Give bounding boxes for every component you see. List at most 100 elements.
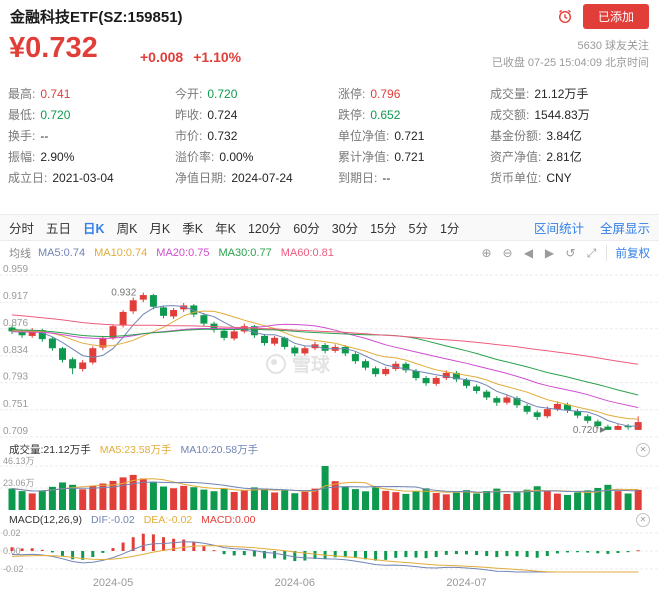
adjust-mode-link[interactable]: 前复权 — [605, 245, 650, 261]
stat-item: 涨停: 0.796 — [338, 84, 490, 105]
stat-item: 振幅: 2.90% — [8, 147, 175, 168]
macd-chart[interactable]: 0.020.00-0.02 — [0, 527, 659, 575]
volume-ma10-label: MA10:20.58万手 — [180, 444, 259, 456]
alarm-icon[interactable] — [557, 8, 573, 24]
stat-value: 0.741 — [40, 87, 71, 101]
pan-left-icon[interactable]: ◀ — [523, 245, 534, 260]
close-volume-pane-icon[interactable]: ✕ — [636, 442, 650, 457]
stat-item: 换手: -- — [8, 126, 175, 147]
stat-item: 单位净值: 0.721 — [338, 126, 490, 147]
ma60-legend: MA60:0.81 — [280, 247, 334, 259]
tab-15min[interactable]: 15分 — [370, 222, 397, 236]
stat-label: 最低: — [8, 108, 36, 122]
tab-realtime[interactable]: 分时 — [9, 222, 35, 236]
stat-item: 市价: 0.732 — [175, 126, 338, 147]
svg-text:0.02: 0.02 — [3, 528, 21, 538]
stat-item: 昨收: 0.724 — [175, 105, 338, 126]
stat-value: 0.721 — [394, 150, 425, 164]
stat-value: 0.732 — [207, 129, 238, 143]
volume-ma5-label: MA5:23.58万手 — [99, 444, 172, 456]
watermark-text: 雪球 — [292, 355, 331, 376]
market-status: 已收盘 07-25 15:04:09 北京时间 — [491, 57, 649, 69]
tab-monthly-k[interactable]: 月K — [149, 222, 171, 236]
stat-item: 最高: 0.741 — [8, 84, 175, 105]
stat-label: 振幅: — [8, 150, 36, 164]
stats-grid: 最高: 0.741 最低: 0.720 换手: -- 振幅: 2.90% 成立日: 2021-03… — [8, 84, 655, 189]
stat-value: 2.90% — [40, 150, 75, 164]
stat-item: 货币单位: CNY — [490, 168, 655, 189]
tab-weekly-k[interactable]: 周K — [116, 222, 138, 236]
zoom-in-icon[interactable]: ⊕ — [481, 245, 492, 260]
stat-item: 成立日: 2021-03-04 — [8, 168, 175, 189]
pan-right-icon[interactable]: ▶ — [544, 245, 555, 260]
stat-label: 单位净值: — [338, 129, 390, 143]
zoom-out-icon[interactable]: ⊖ — [502, 245, 513, 260]
tab-120min[interactable]: 120分 — [247, 222, 282, 236]
stat-label: 货币单位: — [490, 171, 542, 185]
tab-quarterly-k[interactable]: 季K — [182, 222, 204, 236]
stats-column: 今开: 0.720 昨收: 0.724 市价: 0.732 溢价率: 0.00% 净值日期: 20… — [175, 84, 338, 189]
dif-value-label: DIF:-0.02 — [90, 513, 135, 526]
stat-value: 0.652 — [370, 108, 401, 122]
tab-daily-k[interactable]: 日K — [83, 222, 105, 236]
stat-value: 1544.83万 — [534, 108, 590, 122]
added-button[interactable]: 已添加 — [582, 3, 649, 29]
x-axis-label: 2024-05 — [92, 577, 134, 589]
svg-text:0.917: 0.917 — [3, 291, 28, 302]
tab-5min[interactable]: 5分 — [408, 222, 428, 236]
header-actions: 已添加 — [557, 3, 649, 29]
stat-value: 2.81亿 — [546, 150, 582, 164]
stat-label: 净值日期: — [175, 171, 227, 185]
stat-item: 基金份额: 3.84亿 — [490, 126, 655, 147]
period-tabbar: 分时 五日 日K 周K 月K 季K 年K 120分 60分 30分 15分 5分 1分 区间统计 全屏显示 — [0, 214, 659, 241]
macd-pane-header: MACD(12,26,9) DIF:-0.02 DEA:-0.02 MACD:0.00… — [0, 512, 659, 527]
macd-value-label: MACD:0.00 — [201, 513, 256, 526]
range-stats-link[interactable]: 区间统计 — [533, 222, 584, 236]
stat-label: 换手: — [8, 129, 36, 143]
candlestick-chart[interactable]: 0.959 0.917 0.876 0.834 0.793 0.751 0.709 0.932… — [0, 263, 659, 443]
tab-1min[interactable]: 1分 — [439, 222, 460, 236]
svg-text:0.932: 0.932 — [111, 287, 136, 298]
stat-label: 跌停: — [338, 108, 366, 122]
price-change-group: +0.008 +1.10% — [140, 49, 241, 65]
stats-column: 成交量: 21.12万手 成交额: 1544.83万 基金份额: 3.84亿 资产净值: 2.… — [490, 84, 655, 189]
stat-value: 0.720 — [40, 108, 71, 122]
ma30-legend: MA30:0.77 — [218, 247, 272, 259]
tab-5day[interactable]: 五日 — [46, 222, 72, 236]
stat-item: 累计净值: 0.721 — [338, 147, 490, 168]
current-price: ¥0.732 — [9, 32, 98, 64]
stat-item: 溢价率: 0.00% — [175, 147, 338, 168]
stat-value: 0.720 — [207, 87, 238, 101]
x-axis-label: 2024-07 — [446, 577, 487, 589]
chart-links: 区间统计 全屏显示 — [534, 218, 650, 237]
expand-icon[interactable]: ⤢ — [586, 245, 597, 260]
xueqiu-watermark: 雪球 — [266, 350, 330, 377]
tab-60min[interactable]: 60分 — [293, 222, 320, 236]
stat-label: 到期日: — [338, 171, 378, 185]
close-macd-pane-icon[interactable]: ✕ — [636, 512, 650, 527]
page-title: 金融科技ETF(SZ:159851) — [10, 8, 183, 26]
stat-item: 成交额: 1544.83万 — [490, 105, 655, 126]
stat-item: 成交量: 21.12万手 — [490, 84, 655, 105]
ma20-legend: MA20:0.75 — [156, 247, 210, 259]
followers-count[interactable]: 5630 球友关注 — [577, 40, 649, 52]
volume-value-label: 成交量:21.12万手 — [9, 444, 91, 456]
svg-text:0.720: 0.720 — [573, 425, 598, 436]
x-axis-labels: 2024-05 2024-06 2024-07 — [0, 575, 659, 593]
tab-yearly-k[interactable]: 年K — [215, 222, 236, 236]
stat-label: 最高: — [8, 87, 36, 101]
stat-label: 今开: — [175, 87, 203, 101]
svg-text:0.709: 0.709 — [3, 426, 28, 437]
stat-value: -- — [382, 171, 391, 185]
stat-label: 成立日: — [8, 171, 48, 185]
stat-value: 0.721 — [394, 129, 425, 143]
volume-chart[interactable]: 46.13万 23.06万 — [0, 456, 659, 512]
ma-legend: MA5:0.74 MA10:0.74 MA20:0.75 MA30:0.77 MA60:… — [38, 247, 343, 259]
tab-30min[interactable]: 30分 — [331, 222, 359, 236]
stat-value: 2021-03-04 — [52, 171, 114, 185]
stat-value: 0.724 — [207, 108, 238, 122]
chart-tools: ⊕ ⊖ ◀ ▶ ↺ ⤢ 前复权 — [480, 245, 650, 261]
reset-icon[interactable]: ↺ — [565, 245, 576, 260]
stat-value: 21.12万手 — [534, 87, 589, 101]
fullscreen-link[interactable]: 全屏显示 — [599, 222, 650, 236]
